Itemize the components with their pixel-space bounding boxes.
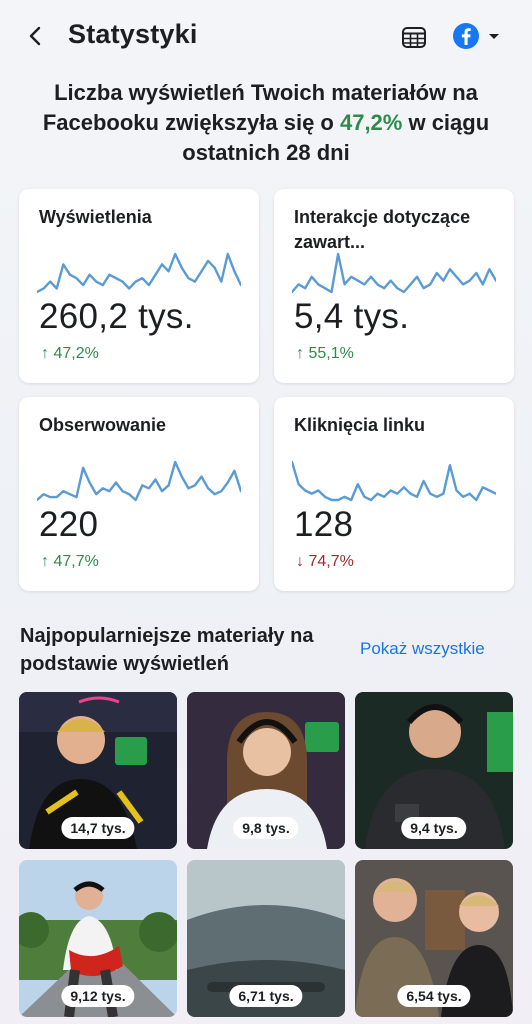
views-badge: 9,12 tys. (61, 985, 135, 1007)
content-thumbnail[interactable]: 6,54 tys. (355, 860, 513, 1017)
sparkline-chart (292, 252, 496, 294)
views-badge: 6,54 tys. (397, 985, 471, 1007)
headline-percent: 47,2% (339, 110, 403, 135)
show-all-link[interactable]: Pokaż wszystkie (360, 639, 485, 658)
top-bar: Statystyki (0, 0, 532, 72)
chevron-left-icon[interactable] (22, 22, 50, 50)
metric-label: Kliknięcia linku (294, 415, 426, 435)
metric-change: ↓ 74,7% (296, 553, 354, 570)
sparkline-line (37, 252, 241, 294)
sparkline-chart (37, 460, 241, 502)
sparkline-chart (292, 460, 496, 502)
metric-value: 128 (294, 505, 354, 544)
views-badge: 9,4 tys. (401, 817, 467, 839)
metric-value: 260,2 tys. (39, 297, 194, 336)
content-thumbnail[interactable]: 9,4 tys. (355, 692, 513, 849)
sparkline-line (292, 252, 496, 294)
caret-down-icon (489, 34, 499, 39)
metric-value: 220 (39, 505, 99, 544)
metric-change-value: 47,2% (53, 345, 99, 362)
metric-label: Obserwowanie (39, 415, 167, 435)
content-thumbnail[interactable]: 14,7 tys. (19, 692, 177, 849)
views-badge: 14,7 tys. (61, 817, 135, 839)
platform-switcher[interactable] (452, 21, 506, 51)
metric-change-value: 74,7% (308, 553, 354, 570)
sparkline-line (292, 460, 496, 502)
sparkline-chart (37, 252, 241, 294)
metric-change: ↑ 55,1% (296, 345, 354, 362)
page-title: Statystyki (68, 19, 198, 49)
views-badge: 6,71 tys. (229, 985, 303, 1007)
metric-change-value: 47,7% (53, 553, 99, 570)
section-title: Najpopularniejsze materiały na podstawie… (20, 625, 314, 675)
content-thumbnail[interactable]: 6,71 tys. (187, 860, 345, 1017)
metric-card-interactions[interactable]: Interakcje dotyczące zawart... 5,4 tys. … (274, 189, 514, 383)
content-thumbnail[interactable]: 9,8 tys. (187, 692, 345, 849)
metric-label: Wyświetlenia (39, 207, 152, 227)
content-thumbnail[interactable]: 9,12 tys. (19, 860, 177, 1017)
metric-card-link-clicks[interactable]: Kliknięcia linku 128 ↓ 74,7% (274, 397, 514, 591)
metric-card-follows[interactable]: Obserwowanie 220 ↑ 47,7% (19, 397, 259, 591)
metric-change: ↑ 47,2% (41, 345, 99, 362)
facebook-icon (453, 23, 479, 49)
sparkline-line (37, 460, 241, 502)
video-thumbnail-image (355, 692, 513, 849)
metric-value: 5,4 tys. (294, 297, 410, 336)
metric-label: Interakcje dotyczące zawart... (294, 207, 471, 252)
headline-text-end: w ciągu ostatnich 28 dni (182, 110, 490, 165)
calendar-icon[interactable] (400, 23, 428, 51)
metric-change: ↑ 47,7% (41, 553, 99, 570)
headline-text: Liczba wyświetleń Twoich materiałów na F… (42, 80, 478, 135)
views-summary-headline: Liczba wyświetleń Twoich materiałów na F… (16, 78, 516, 168)
views-badge: 9,8 tys. (233, 817, 299, 839)
metric-change-value: 55,1% (308, 345, 354, 362)
metric-card-views[interactable]: Wyświetlenia 260,2 tys. ↑ 47,2% (19, 189, 259, 383)
